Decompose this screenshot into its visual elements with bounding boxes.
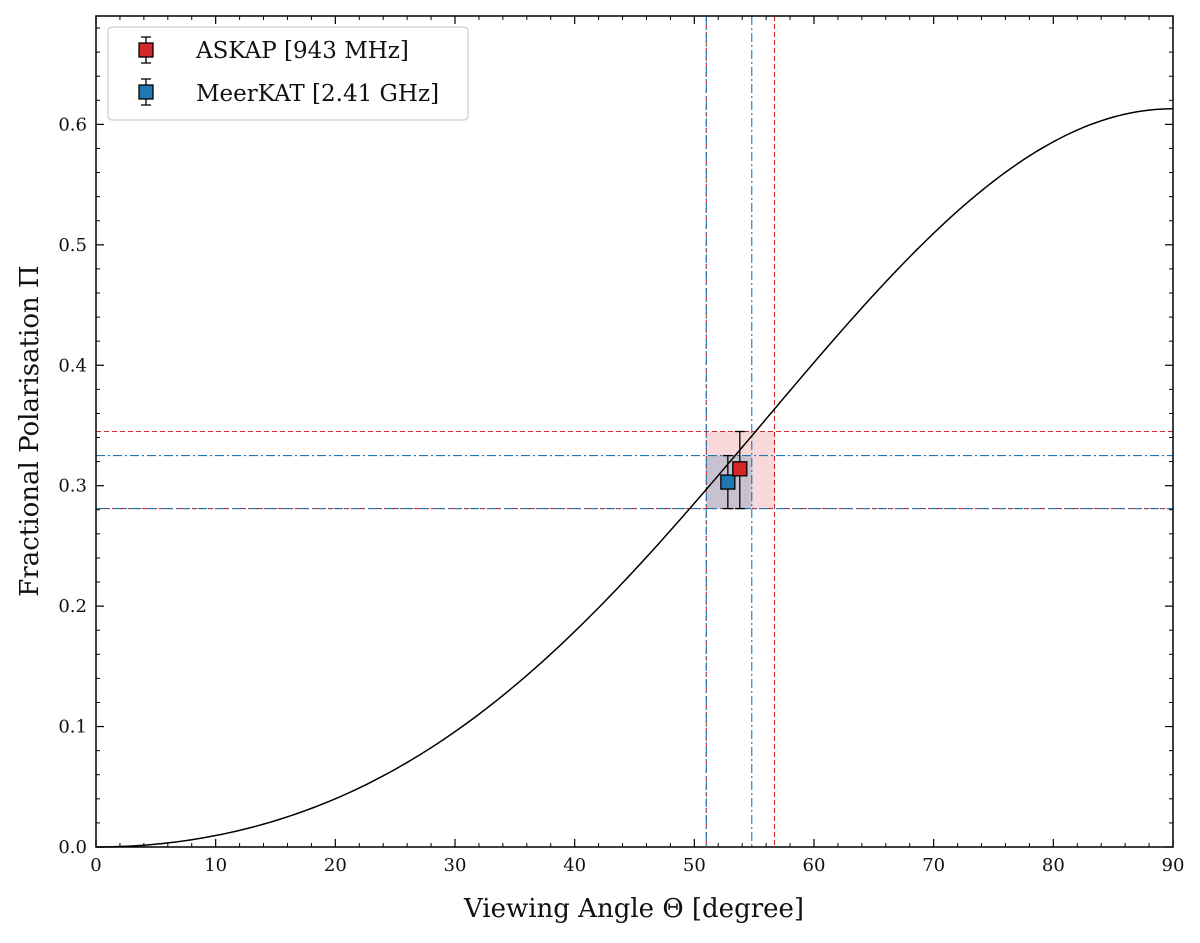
legend-item-askap: ASKAP [943 MHz] <box>138 36 409 64</box>
y-tick-label-0.3: 0.3 <box>58 476 87 497</box>
legend-item-meerkat: MeerKAT [2.41 GHz] <box>138 78 439 107</box>
meerkat-marker <box>720 474 736 490</box>
x-tick-label-30: 30 <box>444 855 467 876</box>
x-tick-label-80: 80 <box>1042 855 1065 876</box>
y-axis-ticks: 0.0 0.1 0.2 0.3 0.4 0.5 0.6 <box>58 27 1173 858</box>
x-tick-label-90: 90 <box>1162 855 1185 876</box>
y-tick-label-0.4: 0.4 <box>58 355 87 376</box>
x-axis-label: Viewing Angle Θ [degree] <box>463 894 804 924</box>
reference-lines <box>96 16 1173 847</box>
x-tick-label-40: 40 <box>563 855 586 876</box>
x-tick-label-60: 60 <box>803 855 826 876</box>
legend-box <box>107 26 469 121</box>
y-tick-label-0: 0.0 <box>58 837 87 858</box>
legend-meerkat-label: MeerKAT [2.41 GHz] <box>196 81 439 107</box>
x-axis-ticks: 0 10 20 30 40 50 60 70 80 90 <box>90 16 1184 876</box>
legend-askap-label: ASKAP [943 MHz] <box>195 38 409 64</box>
y-tick-label-0.5: 0.5 <box>58 235 87 256</box>
x-tick-label-10: 10 <box>204 855 227 876</box>
model-curve <box>95 107 1174 848</box>
y-tick-label-0.1: 0.1 <box>58 717 87 738</box>
x-tick-label-0: 0 <box>90 855 101 876</box>
y-axis-label: Fractional Polarisation Π <box>15 265 45 596</box>
x-tick-label-20: 20 <box>324 855 347 876</box>
y-tick-label-0.2: 0.2 <box>58 596 87 617</box>
legend: ASKAP [943 MHz] MeerKAT [2.41 GHz] <box>107 26 469 121</box>
data-points <box>720 430 748 510</box>
y-tick-label-0.6: 0.6 <box>58 114 87 135</box>
askap-marker <box>732 461 748 477</box>
legend-askap-marker <box>138 42 154 58</box>
x-tick-label-50: 50 <box>683 855 706 876</box>
x-tick-label-70: 70 <box>922 855 945 876</box>
legend-meerkat-marker <box>138 84 154 100</box>
plot-frame <box>95 15 1174 848</box>
